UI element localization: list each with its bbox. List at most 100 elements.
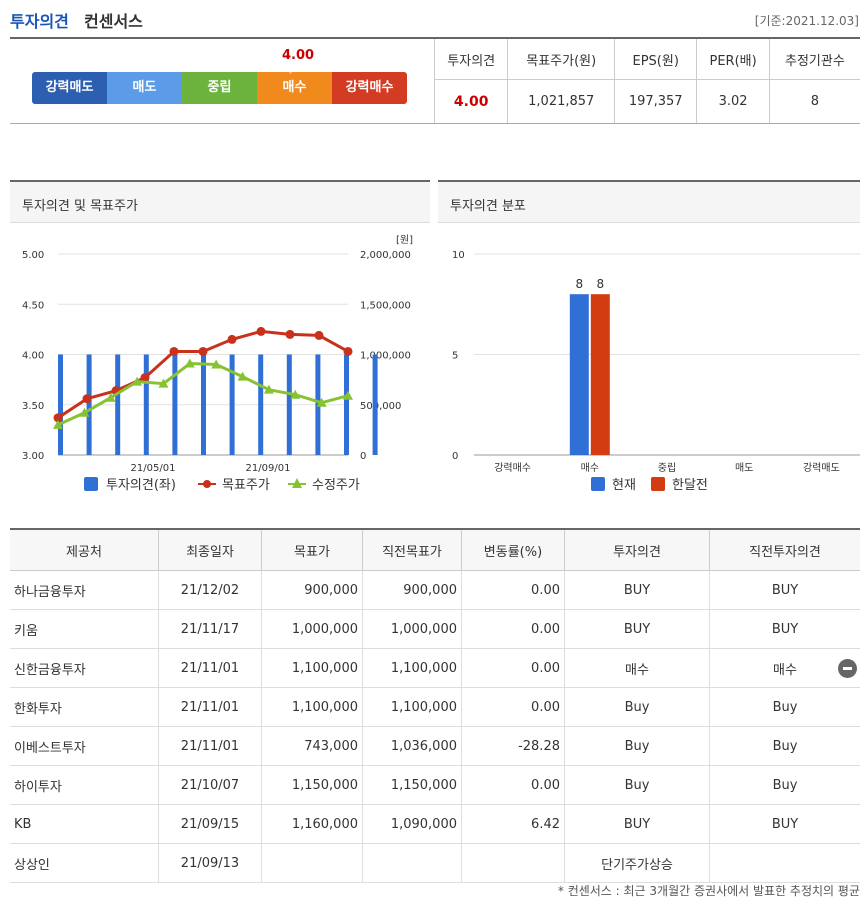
summary-divider: [10, 123, 860, 124]
provider-detail-table: 제공처 최종일자 목표가 직전목표가 변동률(%) 투자의견 직전투자의견 하나…: [10, 528, 860, 883]
left-axis-tick-label: 5.00: [22, 250, 44, 261]
x-axis-category-label: 매도: [735, 462, 753, 474]
left-axis-tick-label: 3.50: [22, 401, 44, 412]
x-axis-tick-label: 21/09/01: [246, 463, 291, 474]
opinion-marker-value: 4.00: [282, 48, 315, 63]
detail-header: 목표가: [261, 528, 363, 571]
right-panel-title: 투자의견 분포: [450, 199, 526, 214]
opinion-bar: [172, 354, 178, 455]
right-axis-unit: [원]: [396, 234, 413, 246]
table-row: 이베스트투자 21/11/01 743,000 1,036,000 -28.28 Buy B…: [10, 726, 860, 766]
cell-change-rate: -28.28: [461, 726, 565, 766]
page-subtitle: 컨센서스: [84, 12, 143, 31]
bar-value-label: 8: [575, 277, 583, 291]
right-axis-tick-label: 500,000: [360, 401, 401, 412]
opinion-scale: 강력매도 매도 중립 매수 강력매수: [32, 72, 407, 104]
summary-eps-value: 197,357: [614, 79, 697, 123]
footnote: * 컨센서스 : 최근 3개월간 증권사에서 발표한 추정치의 평균: [557, 884, 860, 898]
detail-header: 투자의견: [564, 528, 710, 571]
opinion-bar: [344, 354, 349, 455]
adjusted-price-point: [290, 389, 301, 399]
right-panel-header: [438, 182, 860, 223]
adjusted-price-point: [263, 384, 274, 394]
summary-opinion-value: 4.00: [433, 79, 508, 123]
opinion-bar: [58, 354, 63, 455]
adjusted-price-point: [184, 358, 195, 368]
cell-prev-target-price: 1,090,000: [362, 804, 462, 844]
cell-target-price: 1,100,000: [261, 687, 363, 727]
legend-label: 투자의견(좌): [106, 478, 176, 493]
x-axis-category-label: 강력매도: [803, 462, 840, 474]
header-divider: [10, 37, 860, 39]
legend-label: 목표주가: [222, 478, 270, 493]
opinion-scale-item: 매도: [107, 72, 182, 104]
bar-value-label: 8: [596, 277, 604, 291]
target-price-point: [140, 373, 150, 383]
legend-label: 수정주가: [312, 478, 360, 493]
cell-opinion: Buy: [564, 687, 710, 727]
target-price-point: [285, 329, 295, 339]
left-panel-header: [10, 182, 430, 223]
consensus-summary-table: 투자의견 목표주가(원) EPS(원) PER(배) 추정기관수 4.00 1,…: [433, 39, 860, 123]
right-axis-tick-label: 1,500,000: [360, 300, 411, 311]
detail-header: 직전투자의견: [709, 528, 860, 571]
cell-change-rate: 0.00: [461, 765, 565, 805]
cell-provider: 신한금융투자: [10, 648, 159, 688]
cell-provider: KB: [10, 804, 159, 844]
x-axis-tick-label: 21/05/01: [131, 463, 176, 474]
opinion-bar: [229, 354, 235, 455]
cell-provider: 키움: [10, 609, 159, 649]
x-axis-category-label: 중립: [658, 461, 676, 474]
cell-prev-opinion: Buy: [709, 687, 860, 727]
cell-opinion: 매수: [564, 648, 710, 688]
cell-date: 21/09/15: [158, 804, 262, 844]
cell-change-rate: 6.42: [461, 804, 565, 844]
cell-opinion: Buy: [564, 765, 710, 805]
cell-provider: 하이투자: [10, 765, 159, 805]
cell-prev-opinion: Buy: [709, 765, 860, 805]
detail-header: 최종일자: [158, 528, 262, 571]
detail-header: 변동률(%): [461, 528, 565, 571]
cell-target-price: 1,000,000: [261, 609, 363, 649]
legend-swatch: [651, 477, 665, 491]
cell-opinion: 단기주가상승: [564, 843, 710, 883]
cell-target-price: 743,000: [261, 726, 363, 766]
left-axis-tick-label: 4.50: [22, 300, 44, 311]
adjusted-price-point: [53, 419, 63, 429]
opinion-bar: [201, 354, 206, 455]
cell-change-rate: 0.00: [461, 687, 565, 727]
cell-change-rate: [461, 843, 565, 883]
opinion-scale-item: 중립: [182, 72, 257, 104]
detail-header: 직전목표가: [362, 528, 462, 571]
cell-prev-opinion: BUY: [709, 609, 860, 649]
cell-date: 21/10/07: [158, 765, 262, 805]
cell-target-price: 1,150,000: [261, 765, 363, 805]
target-price-point: [82, 394, 92, 404]
summary-header: 목표주가(원): [507, 39, 615, 80]
target-price-point: [53, 413, 63, 423]
opinion-marker-icon: ▽: [287, 66, 294, 76]
target-price-point: [314, 330, 324, 340]
summary-institutions-value: 8: [768, 79, 860, 123]
table-row: 한화투자 21/11/01 1,100,000 1,100,000 0.00 Buy Buy: [10, 687, 860, 727]
target-price-point: [256, 326, 266, 336]
cell-change-rate: 0.00: [461, 609, 565, 649]
opinion-bar: [143, 354, 149, 455]
right-axis-tick-label: 1,000,000: [360, 351, 411, 362]
cell-prev-target-price: 1,150,000: [362, 765, 462, 805]
adjusted-price-point: [105, 392, 116, 402]
x-axis-category-label: 강력매수: [494, 462, 531, 474]
cell-provider: 상상인: [10, 843, 159, 883]
adjusted-price-point: [79, 407, 90, 417]
collapse-minus-icon[interactable]: [838, 659, 857, 678]
cell-target-price: 1,160,000: [261, 804, 363, 844]
adjusted-price-point: [132, 376, 143, 386]
opinion-bar: [115, 354, 121, 455]
cell-date: 21/11/01: [158, 648, 262, 688]
opinion-bar: [258, 354, 264, 455]
left-panel-title: 투자의견 및 목표주가: [22, 199, 138, 214]
summary-header: 추정기관수: [768, 39, 860, 80]
legend-label: 한달전: [672, 478, 708, 493]
cell-date: 21/11/01: [158, 726, 262, 766]
